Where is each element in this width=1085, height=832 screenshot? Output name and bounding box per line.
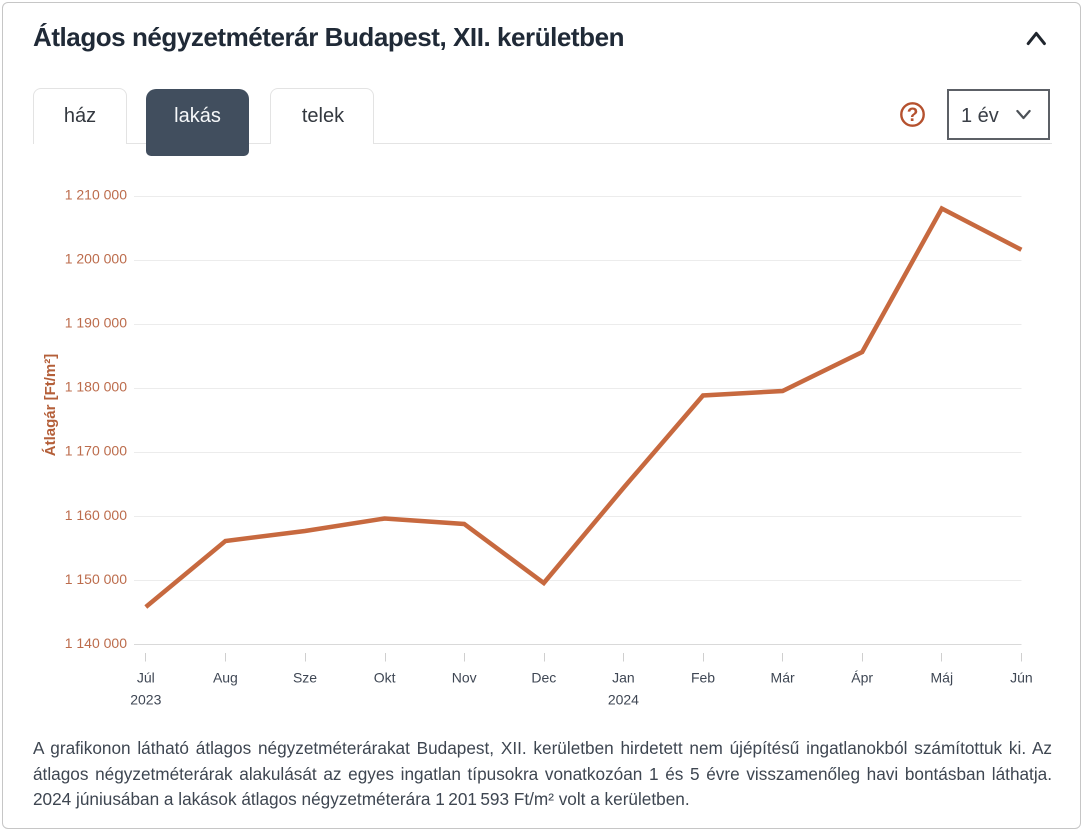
svg-text:Dec: Dec [531,670,556,686]
svg-text:1 180 000: 1 180 000 [65,379,127,395]
svg-text:1 160 000: 1 160 000 [65,507,127,523]
svg-text:Aug: Aug [213,670,238,686]
svg-text:1 190 000: 1 190 000 [65,315,127,331]
svg-text:Átlagár [Ft/m²]: Átlagár [Ft/m²] [42,354,59,457]
svg-text:Jan: Jan [612,670,635,686]
svg-text:Jún: Jún [1010,670,1033,686]
svg-text:Júl: Júl [137,670,155,686]
svg-text:1 210 000: 1 210 000 [65,186,127,202]
svg-text:Nov: Nov [452,670,477,686]
svg-text:Okt: Okt [374,670,396,686]
svg-text:Máj: Máj [931,670,954,686]
svg-text:1 150 000: 1 150 000 [65,571,127,587]
svg-text:2023: 2023 [130,692,161,708]
svg-text:1 140 000: 1 140 000 [65,635,127,651]
svg-text:Feb: Feb [691,670,715,686]
svg-text:2024: 2024 [608,692,639,708]
svg-text:Sze: Sze [293,670,317,686]
svg-text:Ápr: Ápr [851,670,873,686]
svg-text:1 200 000: 1 200 000 [65,250,127,266]
svg-text:?: ? [907,105,919,126]
svg-text:1 170 000: 1 170 000 [65,443,127,459]
svg-text:Már: Már [771,670,795,686]
